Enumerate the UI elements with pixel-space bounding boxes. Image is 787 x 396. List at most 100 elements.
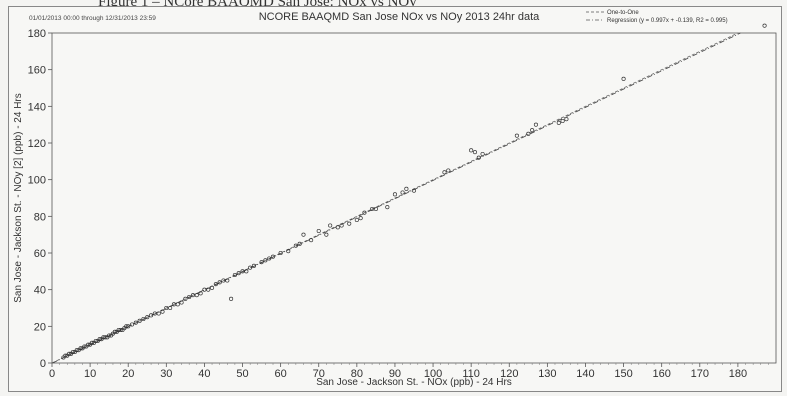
data-point [446, 168, 451, 173]
data-point [762, 23, 767, 28]
data-point [78, 346, 83, 351]
data-point [442, 170, 447, 175]
x-tick-label: 160 [653, 368, 671, 380]
x-tick-label: 10 [84, 368, 96, 380]
chart-title: NCORE BAAQMD San Jose NOx vs NOy 2013 24… [259, 11, 540, 23]
data-point [400, 190, 405, 195]
chart-frame: 01/01/2013 00:00 through 12/31/2013 23:5… [8, 6, 782, 392]
y-axis-title: San Jose - Jackson St. - NOy [2] (ppb) -… [13, 93, 24, 303]
data-point [404, 186, 409, 191]
data-point [187, 294, 192, 300]
data-point [244, 269, 249, 274]
data-point [82, 344, 87, 349]
x-tick-label: 90 [389, 368, 401, 380]
x-tick-label: 80 [351, 368, 363, 380]
data-point [141, 316, 146, 322]
x-tick-label: 50 [236, 368, 248, 380]
data-point [225, 278, 230, 283]
data-point [560, 118, 565, 124]
y-tick-label: 120 [28, 138, 46, 150]
data-point [514, 133, 519, 138]
data-point [621, 76, 626, 81]
data-point [67, 351, 72, 356]
data-point [278, 250, 283, 256]
data-point [107, 333, 112, 338]
data-point [556, 120, 561, 125]
data-point [476, 155, 481, 160]
data-point [202, 287, 207, 292]
legend-label-regression: Regression (y = 0.997x + -0.139, R2 = 0.… [607, 18, 728, 24]
data-point [263, 258, 268, 263]
data-point [86, 342, 91, 347]
data-point [133, 320, 138, 325]
data-points [61, 23, 767, 360]
x-tick-label: 60 [275, 368, 287, 380]
y-axis: 0 20 40 60 80 100 120 140 160 180 [28, 28, 52, 370]
data-point [124, 324, 129, 329]
x-tick-label: 70 [313, 368, 325, 380]
figure-caption: Figure 1 – NCore BAAQMD San Jose: NOx vs… [98, 0, 417, 10]
data-point [564, 117, 569, 122]
plot-area [51, 32, 777, 364]
data-point [229, 296, 234, 301]
data-point [358, 216, 363, 221]
y-tick-label: 160 [28, 65, 46, 77]
x-tick-label: 0 [49, 368, 55, 380]
data-point [168, 305, 173, 311]
x-tick-label: 130 [538, 368, 556, 380]
data-point [297, 241, 302, 246]
data-point [316, 228, 321, 234]
x-tick-label: 180 [729, 368, 747, 380]
data-point [152, 311, 157, 316]
data-point [175, 302, 180, 307]
chart-subtitle: 01/01/2013 00:00 through 12/31/2013 23:5… [29, 15, 156, 22]
data-point [217, 280, 222, 285]
x-tick-label: 140 [576, 368, 594, 380]
x-tick-label: 20 [122, 368, 134, 380]
data-point [362, 210, 367, 215]
data-point [190, 293, 196, 298]
data-point [198, 291, 203, 296]
data-point [149, 313, 154, 318]
data-point [530, 128, 535, 133]
data-point [137, 318, 142, 323]
data-point [183, 296, 188, 301]
data-point [156, 311, 161, 316]
data-point [145, 315, 150, 320]
data-point [240, 269, 245, 274]
data-point [533, 122, 538, 127]
y-tick-label: 100 [28, 175, 46, 187]
data-point [236, 271, 241, 276]
data-point [126, 324, 131, 329]
x-tick-label: 120 [500, 368, 518, 380]
y-tick-label: 80 [34, 211, 46, 223]
data-point [160, 309, 165, 314]
data-point [472, 150, 478, 155]
data-point [301, 232, 306, 237]
data-point [89, 340, 95, 345]
x-tick-label: 30 [160, 368, 172, 380]
data-point [213, 282, 218, 287]
scatter-chart: 01/01/2013 00:00 through 12/31/2013 23:5… [13, 10, 777, 388]
x-tick-label: 100 [424, 368, 442, 380]
data-point [116, 327, 121, 333]
data-point [118, 327, 123, 333]
data-point [129, 322, 135, 327]
y-tick-label: 140 [28, 101, 46, 113]
data-point [93, 338, 98, 344]
data-point [101, 335, 106, 340]
y-tick-label: 20 [34, 321, 46, 333]
data-point [171, 302, 176, 307]
data-point [209, 285, 215, 290]
data-point [259, 260, 264, 265]
x-axis: 0 10 20 30 40 50 60 70 80 90 100 110 120 130 140 150 160… [49, 363, 769, 380]
data-point [270, 254, 276, 259]
regression-line [52, 32, 741, 364]
y-tick-label: 40 [34, 285, 46, 297]
data-point [248, 265, 253, 270]
data-point [74, 348, 79, 353]
y-tick-label: 0 [40, 358, 46, 370]
data-point [347, 221, 352, 226]
x-tick-label: 170 [691, 368, 709, 380]
data-point [267, 256, 272, 261]
